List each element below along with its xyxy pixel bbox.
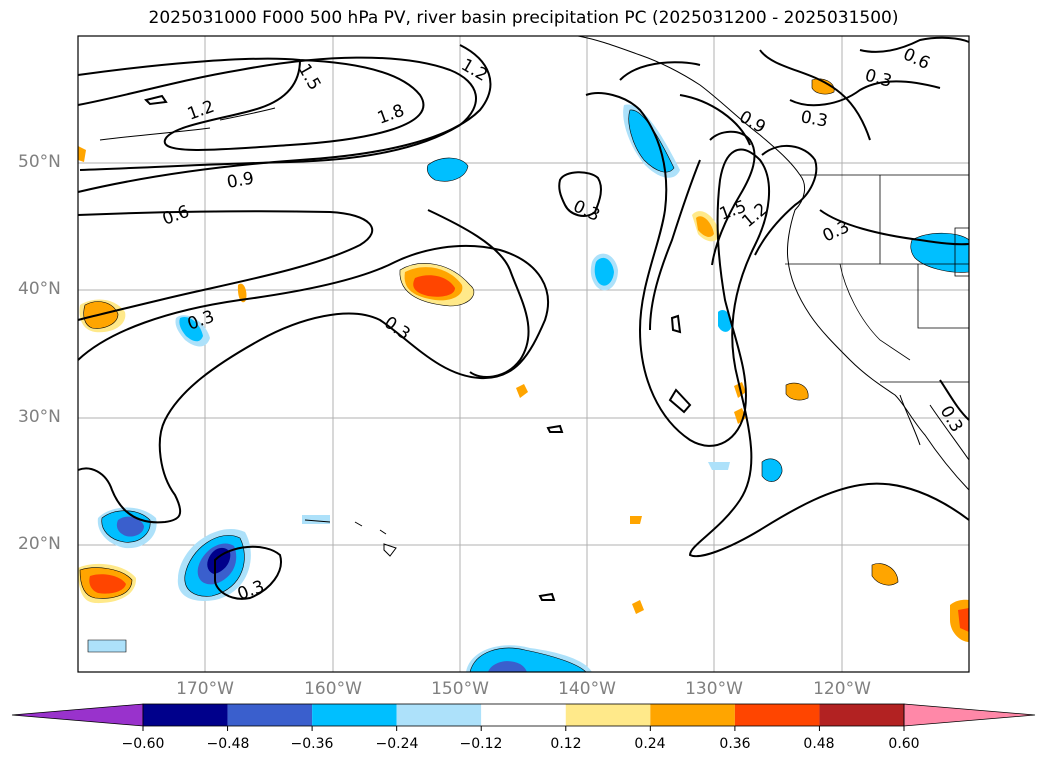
precip-negative-area: [87, 639, 127, 653]
contour-label: 0.3: [380, 313, 414, 345]
contour-label: 0.3: [863, 66, 894, 92]
precip-positive-area: [413, 275, 455, 297]
contour-label: 0.6: [900, 44, 933, 74]
precip-positive-area: [871, 563, 899, 586]
aleutian-islands: [99, 107, 276, 141]
precip-positive-area: [785, 382, 809, 401]
precip-negative-area: [116, 516, 144, 537]
colorbar-tick-label: −0.36: [290, 736, 334, 752]
state-borders: [785, 174, 970, 383]
map-title: 2025031000 F000 500 hPa PV, river basin …: [148, 8, 899, 28]
precip-negative-area: [426, 157, 469, 182]
precip-negative-area: [207, 547, 231, 574]
pv-contour-line: [789, 80, 941, 107]
precip-positive-area: [696, 216, 714, 237]
contour-label: 0.9: [225, 169, 255, 193]
pv-contour-line: [214, 545, 282, 600]
pv-contour-line: [939, 379, 970, 421]
colorbar-tick-label: 0.24: [634, 736, 666, 752]
lon-label: 150°W: [431, 679, 489, 699]
contour-label: 0.6: [160, 202, 192, 230]
pv-contour-line: [819, 209, 970, 246]
pv-contour-line: [77, 57, 425, 151]
pv-contour-line: [668, 314, 692, 414]
pv-contour-line: [77, 210, 374, 321]
colorbar-tick-label: 0.36: [719, 736, 751, 752]
precip-negative-area: [302, 515, 330, 524]
graticule: [78, 36, 969, 672]
contour-label: 0.3: [570, 196, 603, 226]
colorbar-tick-label: 0.48: [803, 736, 835, 752]
contour-label: 1.8: [375, 101, 407, 129]
baja-coast: [899, 394, 970, 461]
precip-positive-area: [237, 283, 247, 303]
lon-label: 170°W: [176, 679, 234, 699]
precip-positive-area: [89, 574, 126, 594]
precip-positive-area: [958, 608, 969, 632]
colorbar-tick-label: 0.60: [888, 736, 920, 752]
contour-label: 0.3: [936, 403, 967, 436]
contour-label-layer: 1.5 1.2 1.2 1.8 0.9 0.6 0.3 0.3 0.3 0.9 …: [160, 44, 967, 604]
pv-contour-line: [144, 94, 564, 601]
lat-label: 20°N: [18, 534, 61, 554]
precip-negative-area: [488, 661, 527, 672]
hawaii-islands: [304, 519, 397, 557]
precip-negative-area: [708, 462, 730, 470]
lon-label: 140°W: [558, 679, 616, 699]
pv-contour-line: [585, 92, 970, 558]
precip-negative-area: [179, 316, 203, 342]
pv-contour-line: [77, 44, 492, 193]
colorbar-tick-label: −0.12: [459, 736, 503, 752]
colorbar-tick-label: −0.48: [206, 736, 250, 752]
precip-positive-area: [632, 600, 644, 614]
lon-label: 120°W: [813, 679, 871, 699]
lat-label: 30°N: [18, 407, 61, 427]
precip-positive-area: [78, 146, 86, 162]
pv-contour-line: [859, 36, 970, 53]
contour-label: 0.3: [799, 107, 829, 131]
precip-positive-area: [516, 384, 528, 398]
coastlines: [99, 35, 970, 557]
contour-label: 0.3: [185, 307, 217, 335]
lon-label: 130°W: [685, 679, 743, 699]
precip-negative-area: [594, 257, 614, 286]
pv-contour-line: [558, 171, 603, 217]
pv-contour-line: [759, 49, 871, 141]
pv-contour-line: [754, 144, 818, 256]
lat-label: 50°N: [18, 152, 61, 172]
map-frame: [77, 35, 970, 673]
pv-contours: [77, 36, 970, 601]
colorbar-tick-label: −0.60: [121, 736, 165, 752]
contour-label: 1.2: [458, 55, 491, 86]
colorbar-tick-label: 0.12: [550, 736, 582, 752]
alaska-coast: [577, 35, 801, 176]
contour-label: 1.5: [294, 61, 325, 94]
pv-contour-line: [77, 244, 549, 524]
precip-positive-area: [811, 78, 835, 95]
lon-label: 160°W: [304, 679, 362, 699]
precip-positive-area: [630, 516, 642, 524]
precip-negative-area: [761, 458, 783, 482]
pv-contour-line: [77, 56, 477, 171]
pv-contour-line: [709, 130, 756, 266]
pv-contour-line: [649, 94, 751, 331]
north-america-coast: [787, 174, 970, 491]
lat-label: 40°N: [18, 279, 61, 299]
colorbar-tick-label: −0.24: [375, 736, 419, 752]
contour-label: 0.3: [820, 217, 853, 247]
pv-contour-line: [427, 209, 530, 378]
